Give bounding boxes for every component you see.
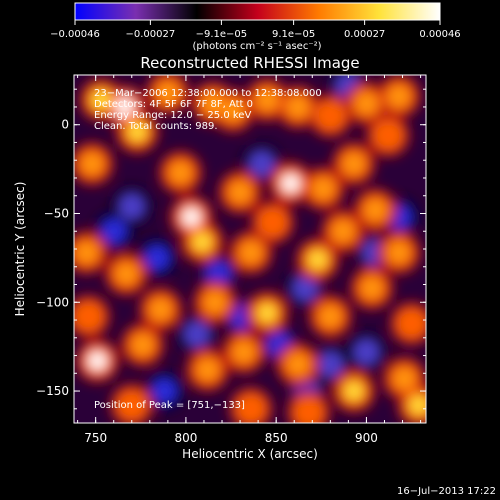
heatmap-trough: [205, 260, 232, 287]
render-timestamp: 16−Jul−2013 17:22: [397, 486, 496, 497]
y-axis-ticks: 0 −50 −100 −150: [36, 88, 426, 410]
info-line: Energy Range: 12.0 − 25.0 keV: [94, 110, 251, 121]
heatmap-source-core: [151, 300, 170, 319]
heatmap-trough: [317, 351, 344, 378]
heatmap-source-core: [281, 174, 300, 193]
heatmap-source-core: [182, 208, 201, 227]
x-tick-label: 750: [84, 431, 107, 445]
heatmap-source-core: [389, 87, 408, 106]
heatmap-source-core: [171, 163, 190, 182]
heatmap-source-core: [288, 355, 307, 374]
heatmap-source-core: [79, 307, 98, 326]
colorbar-tick-label: 0.00027: [344, 29, 385, 40]
heatmap-source-core: [158, 83, 177, 102]
colorbar-ticks: −0.00046 −0.00027 −9.1e−05 9.1e−05 0.00027 0.…: [50, 20, 461, 40]
heatmap-source-core: [344, 154, 363, 173]
x-axis-label: Heliocentric X (arcsec): [182, 447, 318, 461]
x-tick-label: 800: [174, 431, 197, 445]
heatmap-source-core: [395, 369, 414, 388]
y-tick-label: −100: [36, 295, 69, 309]
chart-title: Reconstructed RHESSI Image: [140, 54, 359, 72]
heatmap-trough: [118, 193, 145, 220]
heatmap-source-core: [77, 243, 96, 262]
colorbar: [74, 2, 441, 21]
peak-position-label: Position of Peak = [751,−133]: [94, 400, 245, 411]
heatmap-trough: [248, 150, 275, 177]
heatmap-trough: [151, 378, 178, 405]
info-line: Detectors: 4F 5F 6F 7F 8F, Att 0: [94, 99, 253, 110]
heatmap-source-core: [92, 90, 111, 109]
heatmap-source-core: [193, 232, 212, 251]
heatmap-source-core: [258, 90, 277, 109]
heatmap-image: [74, 75, 426, 423]
heatmap-source-core: [88, 351, 107, 370]
heatmap-source-core: [128, 122, 147, 141]
heatmap-source-core: [333, 222, 352, 241]
heatmap-source-core: [402, 314, 421, 333]
heatmap-source-core: [379, 126, 398, 145]
observation-info: 23−Mar−2006 12:38:00.000 to 12:38:08.000…: [94, 88, 322, 132]
heatmap-source-core: [409, 396, 426, 415]
heatmap-source-core: [299, 403, 318, 422]
heatmap-trough: [292, 275, 319, 302]
colorbar-tick-label: −0.00046: [50, 29, 100, 40]
heatmap-source-core: [234, 342, 253, 361]
heatmap-trough: [144, 244, 171, 271]
heatmap-source-core: [241, 243, 260, 262]
heatmap-source-core: [205, 293, 224, 312]
heatmap-source-core: [314, 179, 333, 198]
heatmap-source-core: [366, 200, 385, 219]
heatmap-source-core: [223, 101, 242, 120]
colorbar-tick-label: 9.1e−05: [272, 29, 315, 40]
heatmap-source-core: [389, 243, 408, 262]
heatmap-source-core: [83, 154, 102, 173]
heatmap-source-core: [198, 360, 217, 379]
info-line: Clean. Total counts: 989.: [94, 121, 218, 132]
heatmap-source-core: [133, 335, 152, 354]
heatmap-source-core: [122, 396, 141, 415]
y-tick-label: −50: [44, 206, 69, 220]
y-axis-label: Heliocentric Y (arcsec): [13, 182, 27, 317]
heatmap-source-core: [263, 213, 282, 232]
heatmap-source-core: [344, 382, 363, 401]
heatmap-source-core: [288, 97, 307, 116]
x-tick-label: 850: [265, 431, 288, 445]
colorbar-tick-label: 0.00046: [419, 29, 460, 40]
heatmap-source-core: [258, 303, 277, 322]
x-axis-ticks: 750 800 850 900: [77, 75, 422, 445]
heatmap-trough: [183, 321, 210, 348]
colorbar-tick-label: −9.1e−05: [196, 29, 248, 40]
colorbar-unit-label: (photons cm⁻² s⁻¹ asec⁻²): [192, 41, 321, 52]
heatmap-source-core: [357, 94, 376, 113]
heatmap-source-core: [362, 279, 381, 298]
heatmap-source-core: [321, 307, 340, 326]
heatmap-trough: [100, 218, 127, 245]
info-line: 23−Mar−2006 12:38:00.000 to 12:38:08.000: [94, 88, 322, 99]
heatmap-trough: [353, 338, 380, 365]
heatmap-source-core: [203, 94, 222, 113]
heatmap-source-core: [231, 183, 250, 202]
heatmap-source-core: [241, 399, 260, 418]
heatmap-source-core: [321, 106, 340, 125]
y-tick-label: −150: [36, 384, 69, 398]
y-tick-label: 0: [61, 118, 69, 132]
x-tick-label: 900: [355, 431, 378, 445]
heatmap-source-core: [308, 250, 327, 269]
heatmap-source-core: [115, 97, 134, 116]
heatmap-source-core: [117, 264, 136, 283]
colorbar-tick-label: −0.00027: [126, 29, 176, 40]
